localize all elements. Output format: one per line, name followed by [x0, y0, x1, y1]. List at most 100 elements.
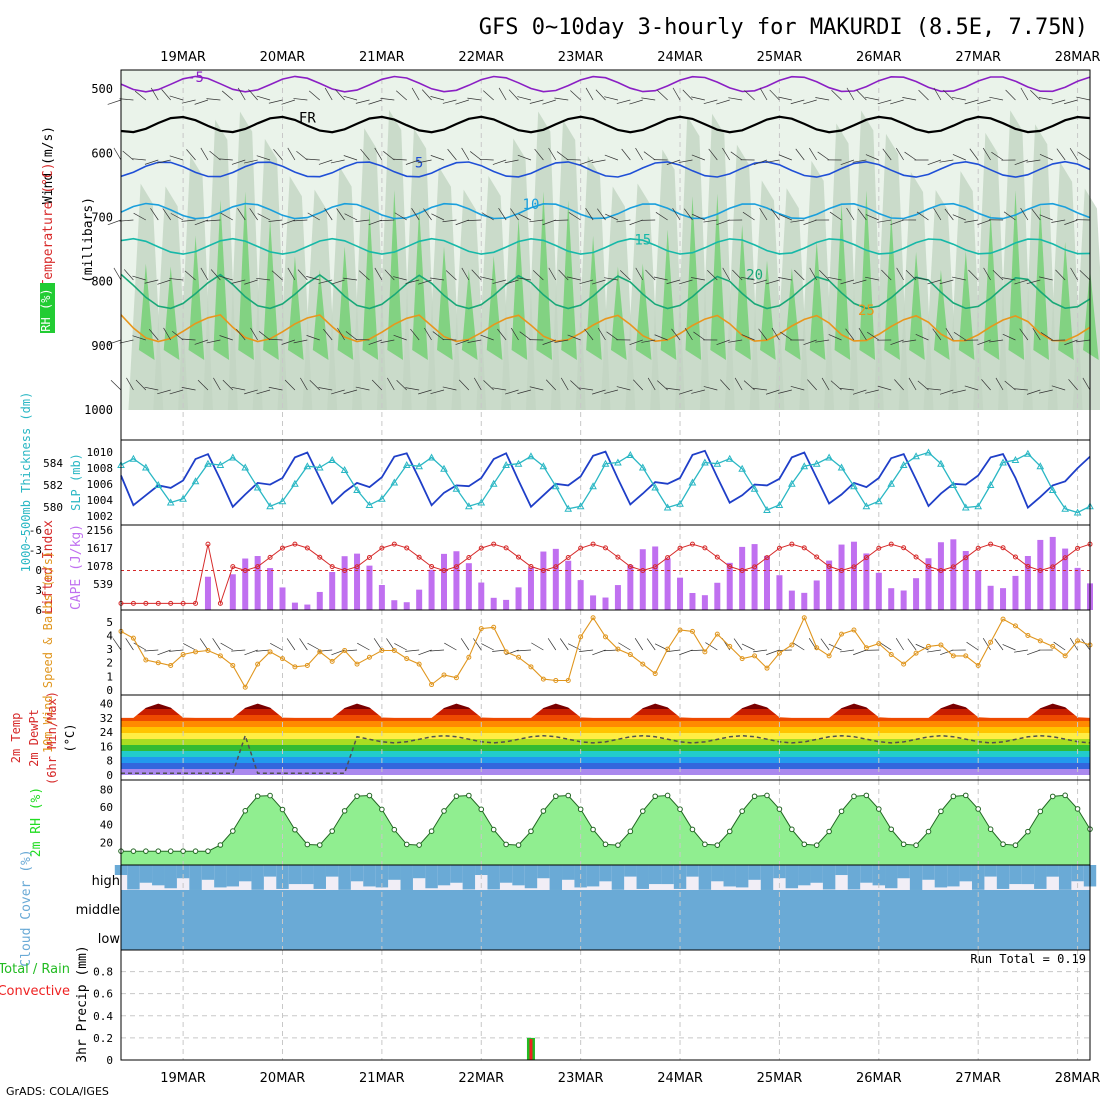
- cloud-high-bar: [648, 865, 662, 885]
- li-marker: [217, 600, 223, 606]
- cape-bar: [503, 599, 510, 610]
- thickness-marker: [825, 453, 833, 461]
- cloud-high-bar: [1034, 865, 1047, 889]
- cloud-high-bar: [885, 865, 898, 889]
- wind-speed-marker: [603, 634, 608, 640]
- rh-shading: [610, 266, 627, 360]
- li-marker: [379, 545, 385, 551]
- thickness-line: [120, 451, 1091, 514]
- rh2m-marker: [764, 792, 770, 799]
- date-label-bottom: 21MAR: [359, 1071, 405, 1086]
- cloud-high-bar: [537, 865, 550, 879]
- thickness-marker: [986, 480, 995, 488]
- cloud-high-bar: [450, 865, 463, 883]
- cloud-high-bar: [661, 865, 674, 885]
- wind-speed-marker: [702, 649, 708, 655]
- rh2m-marker: [155, 848, 162, 854]
- temperature-contour: [120, 202, 1091, 220]
- wind-speed-marker: [913, 650, 919, 656]
- thickness-marker: [378, 494, 386, 502]
- wind-speed-marker: [814, 645, 820, 651]
- cloud-high-bar: [984, 865, 997, 877]
- cape-bar: [764, 555, 770, 610]
- li-marker: [404, 545, 410, 551]
- cloud-high-bar: [176, 865, 190, 879]
- rh2m-marker: [143, 848, 149, 854]
- temp-color-band: [121, 721, 1090, 727]
- rh-shading: [760, 260, 776, 360]
- li-marker: [230, 564, 236, 570]
- date-label-bottom: 26MAR: [856, 1071, 902, 1086]
- thickness-marker: [514, 459, 523, 467]
- cloud-high-bar: [1058, 865, 1072, 890]
- li-marker: [366, 554, 372, 560]
- rh-shading: [263, 218, 279, 360]
- wind-speed-marker: [975, 662, 981, 668]
- cape-bar: [428, 569, 435, 610]
- thickness-marker: [204, 459, 212, 467]
- thickness-marker: [738, 464, 746, 472]
- li-marker: [205, 541, 211, 547]
- cloud-high-bar: [959, 865, 972, 882]
- date-label-top: 23MAR: [558, 50, 604, 65]
- rh2m-marker: [975, 806, 981, 812]
- rh-shading: [635, 263, 652, 360]
- rh-shading: [834, 203, 851, 360]
- li-marker: [516, 554, 522, 560]
- temp-ylabel: (°C): [63, 724, 77, 753]
- cloud-high-bar: [909, 865, 923, 890]
- cape-bar: [937, 542, 944, 610]
- rh2m-marker: [254, 793, 261, 799]
- temp-color-band: [121, 751, 1090, 757]
- rh2m-marker: [230, 828, 236, 834]
- rh2m-marker: [938, 808, 944, 815]
- rh-shading: [784, 268, 801, 360]
- rh2m-marker: [366, 792, 373, 799]
- date-label-bottom: 19MAR: [160, 1071, 206, 1086]
- li-marker: [1025, 563, 1031, 569]
- cape-bar: [950, 539, 957, 610]
- cape-bar: [366, 565, 373, 610]
- thickness-marker: [862, 502, 871, 510]
- rh2m-marker: [851, 793, 857, 800]
- cape-bar: [229, 574, 236, 610]
- cloud-high-bar: [301, 865, 314, 885]
- thickness-marker: [1036, 462, 1045, 470]
- cloud-high-bar: [835, 865, 848, 876]
- date-label-top: 21MAR: [359, 50, 405, 65]
- wind-speed-marker: [801, 615, 807, 621]
- thickness-marker: [228, 453, 237, 461]
- cape-bar: [1049, 536, 1056, 610]
- rh2m-marker: [503, 841, 509, 848]
- cape-bar: [602, 597, 609, 610]
- cloud-ylabel: Cloud Cover (%): [19, 849, 34, 966]
- rh2m-area: [121, 795, 1090, 865]
- rh2m-marker: [789, 826, 795, 833]
- thickness-marker: [812, 459, 821, 467]
- wind-speed-marker: [1050, 643, 1056, 649]
- wind-frame: [120, 609, 1091, 696]
- thickness-marker: [129, 454, 138, 462]
- cape-bar: [403, 602, 410, 610]
- cloud-high-bar: [1071, 865, 1084, 882]
- rh-shading: [536, 191, 553, 360]
- li-marker: [143, 600, 149, 606]
- thickness-marker: [837, 463, 846, 471]
- cape-bar: [962, 551, 969, 610]
- wind-speed-marker: [590, 615, 596, 621]
- thickness-marker: [303, 462, 312, 470]
- wind-speed-marker: [888, 652, 894, 658]
- cloud-high-bar: [214, 865, 227, 888]
- wind-speed-marker: [627, 652, 633, 658]
- pressure-tick: 500: [91, 82, 113, 96]
- cape-bar: [689, 593, 696, 610]
- cape-bar: [304, 604, 311, 610]
- cloud-high-bar: [773, 865, 786, 879]
- wind-speed-marker: [155, 660, 161, 666]
- thickness-marker: [688, 478, 697, 486]
- rh2m-marker: [403, 841, 410, 848]
- cape-bar: [577, 580, 584, 610]
- cloud-high-bar: [735, 865, 749, 888]
- li-marker: [938, 567, 944, 573]
- thickness-marker: [551, 482, 560, 490]
